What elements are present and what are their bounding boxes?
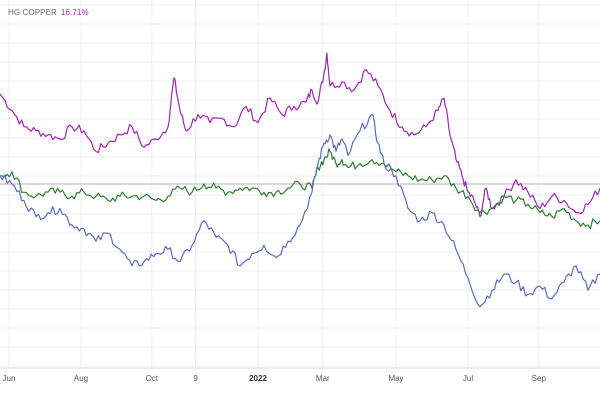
x-tick-label: 9 bbox=[193, 374, 198, 383]
x-tick-label: Mar bbox=[316, 374, 330, 383]
legend-symbol: HG COPPER bbox=[8, 8, 57, 17]
x-tick-label: Jul bbox=[463, 374, 473, 383]
legend: HG COPPER 16.71% bbox=[8, 8, 89, 17]
x-tick-label: Jun bbox=[3, 374, 16, 383]
series-layer bbox=[0, 52, 600, 308]
x-tick-label: May bbox=[388, 374, 403, 383]
legend-value: 16.71% bbox=[60, 8, 89, 17]
series-line-1 bbox=[0, 148, 600, 230]
x-axis: Jun Aug Oct 9 2022 Mar May Jul Sep bbox=[0, 367, 600, 383]
series-line-0 bbox=[0, 52, 600, 218]
x-tick-label: 2022 bbox=[249, 374, 267, 383]
series-line-2 bbox=[0, 113, 600, 308]
x-tick-label: Oct bbox=[146, 374, 159, 383]
x-tick-label: Aug bbox=[74, 374, 88, 383]
x-tick-label: Sep bbox=[532, 374, 547, 383]
